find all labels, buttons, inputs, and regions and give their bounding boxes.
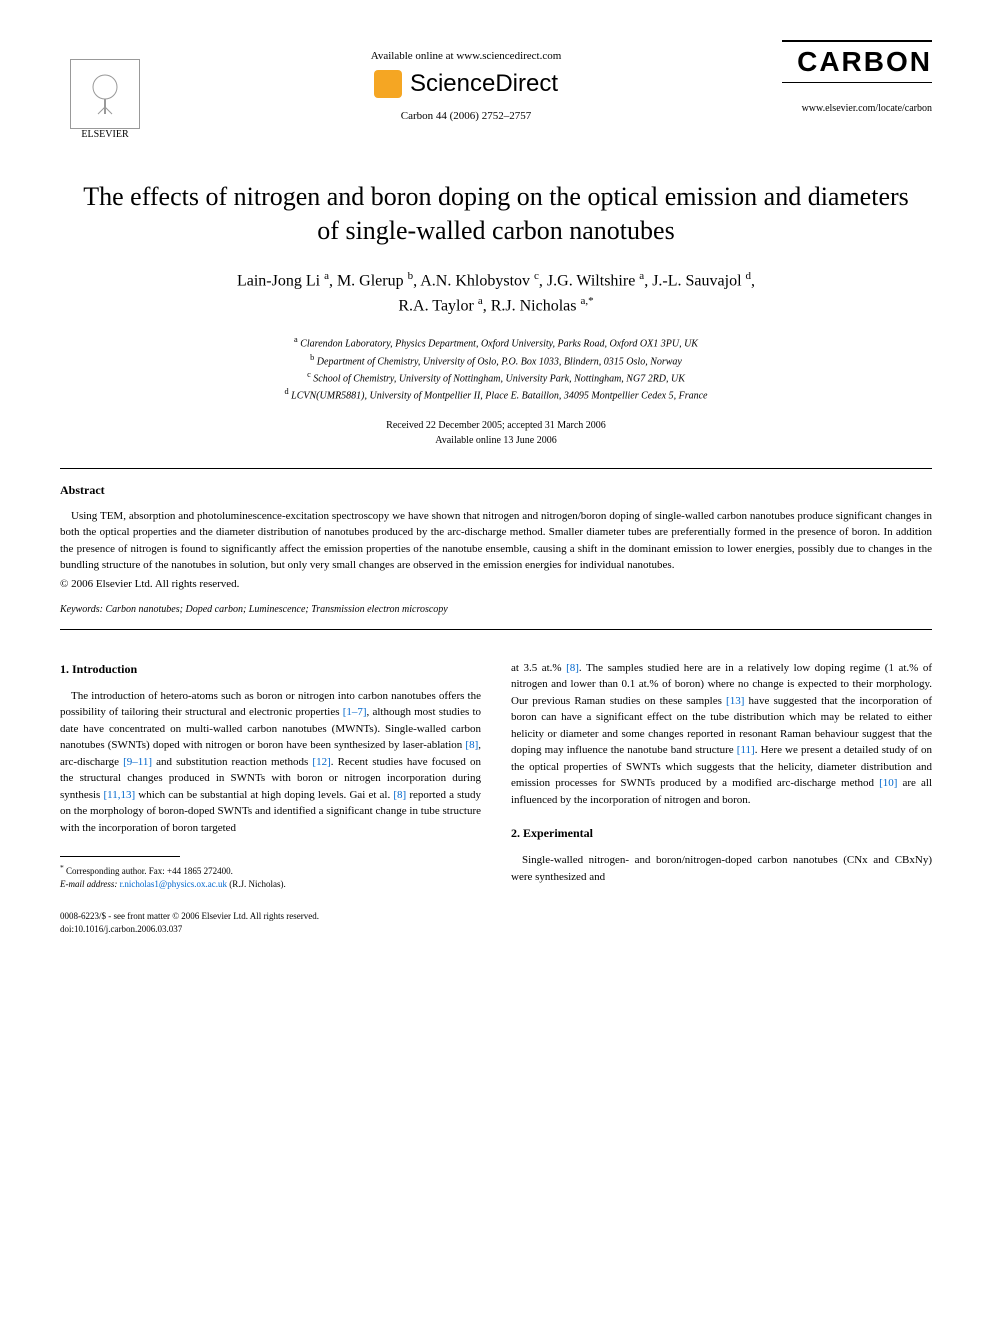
affiliation-text: Clarendon Laboratory, Physics Department… xyxy=(298,339,698,350)
affiliation-text: Department of Chemistry, University of O… xyxy=(314,356,682,367)
citation-link[interactable]: [8] xyxy=(393,789,406,801)
divider xyxy=(60,468,932,469)
footer-info: 0008-6223/$ - see front matter © 2006 El… xyxy=(60,910,932,935)
author-sep: , xyxy=(751,272,755,289)
sciencedirect-icon xyxy=(374,70,402,98)
citation-link[interactable]: [8] xyxy=(566,662,579,674)
footnote-separator xyxy=(60,856,180,857)
email-name: (R.J. Nicholas). xyxy=(227,879,286,889)
received-date: Received 22 December 2005; accepted 31 M… xyxy=(386,420,606,431)
footer-doi: doi:10.1016/j.carbon.2006.03.037 xyxy=(60,924,182,934)
carbon-logo-block: CARBON www.elsevier.com/locate/carbon xyxy=(782,40,932,114)
footnote-marker: * xyxy=(60,863,64,872)
author-affil-sup: a,* xyxy=(581,295,594,307)
sciencedirect-row: ScienceDirect xyxy=(150,70,782,98)
corresponding-author-text: Corresponding author. Fax: +44 1865 2724… xyxy=(66,866,233,876)
body-text: and substitution reaction methods xyxy=(152,756,312,768)
citation-link[interactable]: [10] xyxy=(879,777,897,789)
keywords-text: Carbon nanotubes; Doped carbon; Luminesc… xyxy=(103,604,448,615)
citation-link[interactable]: [9–11] xyxy=(123,756,152,768)
citation-link[interactable]: [12] xyxy=(312,756,330,768)
affiliations-block: a Clarendon Laboratory, Physics Departme… xyxy=(60,334,932,403)
citation-link[interactable]: [8] xyxy=(465,739,478,751)
author-name: R.A. Taylor xyxy=(398,297,477,314)
author-name: , A.N. Khlobystov xyxy=(413,272,534,289)
body-text: which can be substantial at high doping … xyxy=(135,789,393,801)
affiliation-text: School of Chemistry, University of Notti… xyxy=(311,373,685,384)
citation-link[interactable]: [13] xyxy=(726,695,744,707)
journal-url: www.elsevier.com/locate/carbon xyxy=(782,103,932,114)
experimental-paragraph: Single-walled nitrogen- and boron/nitrog… xyxy=(511,852,932,885)
right-column: at 3.5 at.% [8]. The samples studied her… xyxy=(511,660,932,891)
citation-link[interactable]: [11,13] xyxy=(103,789,135,801)
header-row: ELSEVIER Available online at www.science… xyxy=(60,40,932,140)
author-name: , J.-L. Sauvajol xyxy=(644,272,745,289)
abstract-copyright: © 2006 Elsevier Ltd. All rights reserved… xyxy=(60,578,932,590)
intro-paragraph: The introduction of hetero-atoms such as… xyxy=(60,688,481,837)
body-text: at 3.5 at.% xyxy=(511,662,566,674)
available-online-text: Available online at www.sciencedirect.co… xyxy=(150,50,782,62)
journal-reference: Carbon 44 (2006) 2752–2757 xyxy=(150,110,782,122)
divider xyxy=(60,629,932,630)
author-name: Lain-Jong Li xyxy=(237,272,324,289)
center-header: Available online at www.sciencedirect.co… xyxy=(150,40,782,122)
elsevier-tree-icon xyxy=(70,59,140,129)
left-column: 1. Introduction The introduction of hete… xyxy=(60,660,481,891)
author-name: , J.G. Wiltshire xyxy=(539,272,639,289)
email-link[interactable]: r.nicholas1@physics.ox.ac.uk xyxy=(117,879,227,889)
citation-link[interactable]: [11] xyxy=(737,744,755,756)
keywords-line: Keywords: Carbon nanotubes; Doped carbon… xyxy=(60,604,932,615)
keywords-label: Keywords: xyxy=(60,604,103,615)
available-date: Available online 13 June 2006 xyxy=(435,435,556,446)
carbon-journal-label: CARBON xyxy=(782,40,932,83)
sciencedirect-text: ScienceDirect xyxy=(410,70,558,98)
introduction-heading: 1. Introduction xyxy=(60,660,481,678)
email-label: E-mail address: xyxy=(60,879,117,889)
elsevier-logo: ELSEVIER xyxy=(60,40,150,140)
two-column-body: 1. Introduction The introduction of hete… xyxy=(60,660,932,891)
dates-block: Received 22 December 2005; accepted 31 M… xyxy=(60,418,932,448)
abstract-text: Using TEM, absorption and photoluminesce… xyxy=(60,508,932,574)
affiliation-text: LCVN(UMR5881), University of Montpellier… xyxy=(289,391,708,402)
elsevier-label: ELSEVIER xyxy=(81,129,128,140)
experimental-heading: 2. Experimental xyxy=(511,824,932,842)
author-name: , M. Glerup xyxy=(329,272,408,289)
article-title: The effects of nitrogen and boron doping… xyxy=(80,180,912,248)
footer-copyright: 0008-6223/$ - see front matter © 2006 El… xyxy=(60,911,319,921)
citation-link[interactable]: [1–7] xyxy=(343,706,367,718)
authors-list: Lain-Jong Li a, M. Glerup b, A.N. Khloby… xyxy=(60,268,932,319)
abstract-heading: Abstract xyxy=(60,483,932,498)
author-name: , R.J. Nicholas xyxy=(483,297,581,314)
intro-paragraph-continued: at 3.5 at.% [8]. The samples studied her… xyxy=(511,660,932,809)
footnote-block: * Corresponding author. Fax: +44 1865 27… xyxy=(60,863,481,890)
